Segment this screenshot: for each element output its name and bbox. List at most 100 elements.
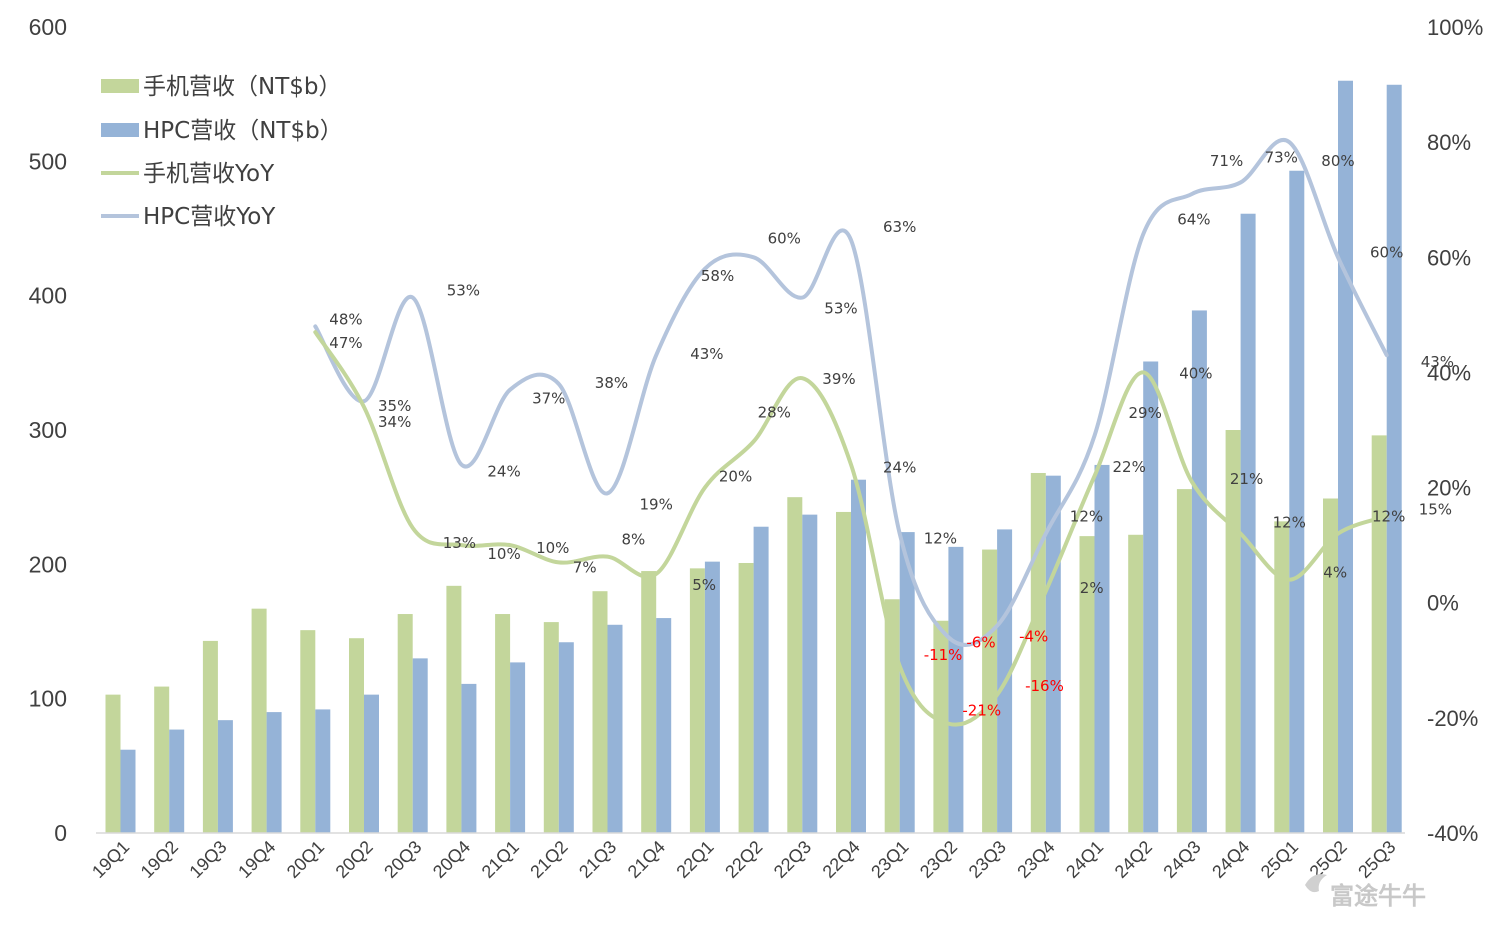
x-axis-tick-label: 21Q1 [478,837,523,882]
data-label: 73% [1265,148,1298,166]
phone-revenue-bar [641,571,657,833]
x-axis-tick-label: 23Q1 [867,837,912,882]
phone-revenue-bar [1274,521,1290,833]
data-label: -6% [966,633,995,651]
legend-label: HPC营收（NT$b） [143,118,343,144]
phone-revenue-bar [836,511,851,833]
hpc-revenue-bar [851,479,866,833]
data-label: 19% [640,495,673,513]
right-axis-tick-label: 0% [1427,591,1459,616]
left-axis-tick-label: 200 [29,551,67,577]
data-label: 29% [1129,404,1162,422]
x-axis-tick-label: 21Q4 [624,837,669,882]
data-label: 64% [1177,210,1210,228]
phone-revenue-bar [982,549,998,833]
phone-revenue-bar [1176,489,1192,833]
hpc-revenue-bar [120,749,136,833]
data-label: -11% [924,646,963,664]
x-axis-tick-label: 19Q3 [185,837,230,882]
data-label: 24% [883,459,916,477]
data-label: 24% [487,463,520,481]
right-axis-tick-label: -20% [1427,706,1478,731]
data-label-layer: 48% 35% 53% 24% 37% 38% 19% 43% 58% 60% 53% 63% 12% -… [329,148,1454,719]
x-axis-tick-label: 20Q4 [429,837,474,882]
x-axis-tick-label: 19Q2 [137,837,182,882]
right-axis-tick-label: -40% [1427,821,1478,846]
hpc-revenue-bar [315,709,331,833]
x-axis-tick-label: 25Q3 [1354,837,1399,882]
hpc-revenue-bar [1289,170,1305,833]
data-label: 4% [1323,564,1347,582]
data-label: 43% [1421,353,1454,371]
hpc-revenue-bar [753,526,769,833]
x-axis-tick-label: 23Q3 [965,837,1010,882]
phone-revenue-bar [1030,472,1046,833]
phone-revenue-bar [787,497,803,833]
x-axis-tick-label: 19Q4 [234,837,279,882]
phone-revenue-bar [1128,534,1144,833]
x-axis-tick-label: 20Q1 [283,837,328,882]
hpc-revenue-bar [1143,361,1159,833]
phone-revenue-bar [397,614,413,833]
data-label: 12% [924,530,957,548]
left-axis-tick-label: 0 [54,820,67,846]
phone-revenue-bar [592,591,608,833]
phone-yoy-line [313,330,1389,727]
phone-revenue-bar [154,686,170,833]
phone-revenue-bar [1371,435,1387,833]
phone-revenue-bar [446,585,462,833]
data-label: 28% [758,404,791,422]
data-label: 20% [719,468,752,486]
phone-revenue-bar [202,640,218,833]
hpc-revenue-bar [412,658,428,833]
data-label: 53% [447,282,480,300]
hpc-revenue-bar [364,694,379,833]
hpc-yoy-line [313,138,1389,647]
hpc-revenue-bar [1386,84,1402,834]
data-label: 21% [1230,470,1263,488]
data-label: 5% [692,576,716,594]
data-label: 12% [1372,508,1405,526]
watermark-logo-icon [1305,874,1327,893]
bar-layer [105,80,1402,834]
data-label: 22% [1113,458,1146,476]
legend-label: 手机营收（NT$b） [143,74,342,100]
hpc-revenue-bar [802,514,818,833]
data-label: 63% [883,218,916,236]
phone-revenue-bar [495,614,511,833]
data-label: 58% [701,267,734,285]
x-axis-tick-label: 24Q1 [1062,837,1107,882]
left-axis-tick-label: 300 [29,417,67,443]
data-label: -21% [962,702,1001,720]
data-label: 80% [1321,152,1354,170]
data-label: -4% [1019,628,1048,646]
data-label: 15% [1419,500,1452,518]
x-axis-tick-label: 22Q4 [819,837,864,882]
data-label: 10% [536,539,569,557]
right-axis-tick-label: 20% [1427,476,1471,501]
data-label: 71% [1210,152,1243,170]
data-label: 12% [1273,514,1306,532]
hpc-revenue-bar [217,720,233,833]
right-axis-tick-label: 60% [1427,245,1471,270]
x-axis-tick-label: 22Q2 [721,837,766,882]
data-label: 2% [1080,579,1104,597]
x-axis-tick-label: 25Q1 [1257,837,1302,882]
legend: 手机营收（NT$b） HPC营收（NT$b） 手机营收YoY HPC营收YoY [101,74,343,230]
x-axis-tick-label: 21Q3 [575,837,620,882]
legend-swatch [101,123,139,137]
x-axis-tick-label: 22Q3 [770,837,815,882]
watermark: 富途牛牛 [1305,874,1426,910]
left-axis-tick-label: 600 [29,14,67,40]
phone-revenue-bar [300,630,316,833]
data-label: 39% [822,370,855,388]
x-axis-tick-label: 23Q2 [916,837,961,882]
x-axis-tick-label: 19Q1 [88,837,133,882]
hpc-revenue-bar [607,624,623,833]
data-label: 47% [329,334,362,352]
data-label: 10% [487,545,520,563]
x-axis-tick-label: 25Q2 [1306,837,1351,882]
hpc-revenue-bar [948,546,964,833]
data-label: 8% [622,531,646,549]
data-label: 37% [532,390,565,408]
